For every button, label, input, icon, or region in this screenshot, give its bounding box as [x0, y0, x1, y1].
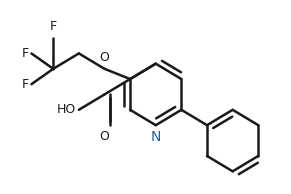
- Text: N: N: [150, 130, 161, 144]
- Text: F: F: [50, 20, 57, 33]
- Text: O: O: [100, 51, 109, 64]
- Text: F: F: [22, 78, 29, 91]
- Text: HO: HO: [57, 103, 76, 116]
- Text: F: F: [22, 47, 29, 60]
- Text: O: O: [100, 130, 109, 143]
